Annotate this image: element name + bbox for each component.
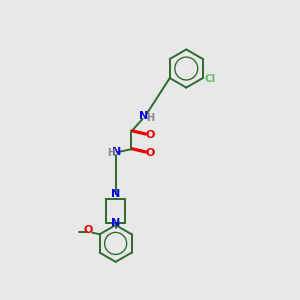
Text: O: O <box>145 130 154 140</box>
Text: O: O <box>84 225 93 235</box>
Text: H: H <box>106 148 115 158</box>
Text: Cl: Cl <box>204 74 216 84</box>
Text: O: O <box>145 148 154 158</box>
Text: H: H <box>146 113 154 123</box>
Text: N: N <box>112 147 122 157</box>
Text: N: N <box>111 218 120 228</box>
Text: N: N <box>139 111 148 121</box>
Text: N: N <box>111 189 120 199</box>
